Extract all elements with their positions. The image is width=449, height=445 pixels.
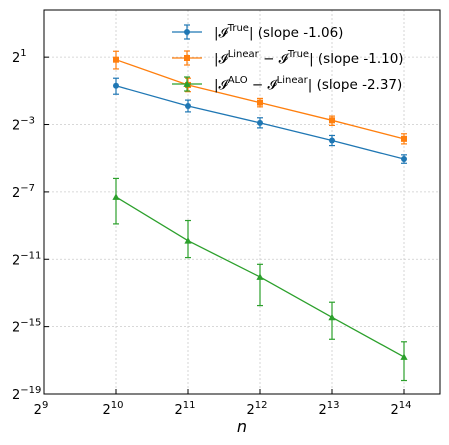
y-tick-base: 2 bbox=[12, 321, 20, 336]
legend-entry-0: |𝓘True| (slope -1.06) bbox=[172, 23, 343, 41]
y-tick-exponent: −15 bbox=[20, 318, 41, 329]
legend-superscript: Linear bbox=[277, 75, 309, 86]
y-tick-label: 2−7 bbox=[12, 183, 35, 201]
y-tick-label: 21 bbox=[12, 48, 27, 66]
x-tick-label: 214 bbox=[390, 400, 411, 418]
x-tick-exponent: 11 bbox=[183, 400, 196, 411]
legend-symbol: |𝓘 bbox=[214, 25, 231, 41]
y-tick-base: 2 bbox=[12, 186, 20, 201]
y-tick-exponent: 1 bbox=[20, 48, 26, 59]
legend-symbol: |𝓘 bbox=[214, 77, 231, 93]
x-tick-exponent: 12 bbox=[255, 400, 268, 411]
legend-marker bbox=[183, 80, 191, 87]
data-point bbox=[113, 82, 119, 89]
data-point bbox=[329, 117, 335, 124]
legend-entry-1: |𝓘Linear − 𝓘True| (slope -1.10) bbox=[172, 49, 404, 67]
legend-marker bbox=[184, 55, 190, 61]
plot-frame bbox=[43, 9, 441, 395]
y-tick-exponent: −3 bbox=[20, 116, 35, 127]
legend-symbol: |𝓘 bbox=[214, 51, 231, 67]
y-tick-base: 2 bbox=[12, 388, 20, 403]
data-point bbox=[401, 135, 407, 142]
data-point bbox=[257, 119, 263, 126]
x-tick-exponent: 13 bbox=[327, 400, 340, 411]
y-tick-label: 2−15 bbox=[12, 318, 41, 336]
data-point bbox=[256, 273, 264, 280]
data-point bbox=[400, 353, 408, 360]
legend-entry-2: |𝓘ALO − 𝓘Linear| (slope -2.37) bbox=[172, 75, 402, 93]
x-axis-ticks: 29 210 211 212 213 214 bbox=[34, 389, 412, 418]
y-tick-exponent: −11 bbox=[20, 250, 41, 261]
legend-superscript: ALO bbox=[228, 75, 248, 86]
x-tick-base: 2 bbox=[102, 403, 110, 418]
x-tick-base: 2 bbox=[318, 403, 326, 418]
legend-minus-symbol: − 𝓘 bbox=[259, 51, 291, 67]
data-point bbox=[184, 237, 192, 244]
x-tick-base: 2 bbox=[174, 403, 182, 418]
x-tick-label: 212 bbox=[246, 400, 267, 418]
legend-superscript: True bbox=[287, 49, 309, 60]
legend-label: |𝓘ALO − 𝓘Linear| (slope -2.37) bbox=[214, 75, 402, 93]
legend-label: |𝓘True| (slope -1.06) bbox=[214, 23, 343, 41]
data-point bbox=[257, 99, 263, 106]
x-tick-exponent: 10 bbox=[111, 400, 124, 411]
y-tick-label: 2−19 bbox=[12, 385, 41, 403]
x-tick-base: 2 bbox=[34, 403, 42, 418]
legend-superscript: Linear bbox=[228, 49, 260, 60]
y-tick-base: 2 bbox=[12, 51, 20, 66]
legend: |𝓘True| (slope -1.06)|𝓘Linear − 𝓘True| (… bbox=[172, 23, 404, 93]
legend-slope: | (slope -2.37) bbox=[308, 77, 403, 93]
x-tick-exponent: 9 bbox=[42, 400, 48, 411]
data-point bbox=[112, 193, 120, 200]
y-tick-label: 2−11 bbox=[12, 250, 41, 268]
data-point bbox=[113, 56, 119, 63]
series-0 bbox=[113, 77, 407, 164]
x-tick-base: 2 bbox=[390, 403, 398, 418]
chart-marks bbox=[112, 50, 408, 382]
legend-slope: | (slope -1.10) bbox=[309, 51, 404, 67]
legend-slope: | (slope -1.06) bbox=[249, 25, 344, 41]
x-tick-exponent: 14 bbox=[399, 400, 412, 411]
data-point bbox=[401, 156, 407, 163]
legend-label: |𝓘Linear − 𝓘True| (slope -1.10) bbox=[214, 49, 404, 67]
series-1 bbox=[113, 50, 407, 145]
legend-superscript: True bbox=[227, 23, 249, 34]
legend-minus-symbol: − 𝓘 bbox=[248, 77, 280, 93]
y-tick-exponent: −19 bbox=[20, 385, 41, 396]
data-point bbox=[328, 313, 336, 321]
x-axis-label: n bbox=[237, 417, 247, 436]
y-tick-label: 2−3 bbox=[12, 116, 35, 134]
y-tick-base: 2 bbox=[12, 253, 20, 268]
series-2 bbox=[112, 177, 408, 382]
x-tick-label: 211 bbox=[174, 400, 195, 418]
x-tick-label: 213 bbox=[318, 400, 339, 418]
y-axis-ticks: 25212−32−72−112−152−19 bbox=[12, 48, 49, 403]
x-tick-base: 2 bbox=[246, 403, 254, 418]
data-point bbox=[329, 137, 335, 144]
x-tick-label: 210 bbox=[102, 400, 123, 418]
legend-marker bbox=[184, 29, 190, 35]
data-point bbox=[185, 103, 191, 109]
x-tick-label: 29 bbox=[34, 400, 49, 418]
y-tick-base: 2 bbox=[12, 119, 20, 134]
y-tick-exponent: −7 bbox=[20, 183, 35, 194]
